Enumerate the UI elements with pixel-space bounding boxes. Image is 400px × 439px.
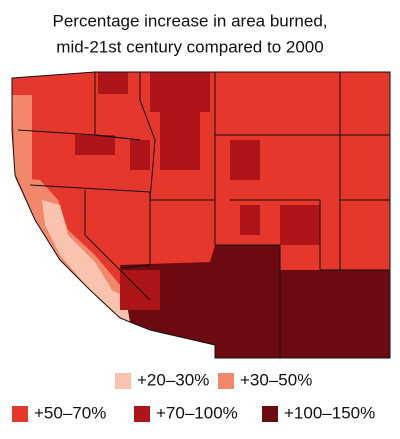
legend-label: +50–70% — [34, 403, 106, 422]
legend-swatch — [12, 406, 28, 422]
legend-swatch — [262, 406, 278, 422]
legend-swatch — [115, 373, 131, 389]
legend-swatch — [218, 373, 234, 389]
region — [12, 95, 32, 180]
region — [75, 72, 320, 310]
legend-label: +100–150% — [284, 403, 375, 422]
map — [11, 71, 391, 359]
legend-label: +70–100% — [156, 403, 238, 422]
region — [42, 200, 130, 322]
legend-label: +20–30% — [137, 370, 209, 389]
title-line: mid-21st century compared to 2000 — [56, 37, 323, 56]
legend-label: +30–50% — [240, 370, 312, 389]
region — [120, 245, 390, 358]
legend: +20–30% +30–50% +50–70% +70–100% +100–150% — [12, 370, 375, 422]
state-border — [11, 71, 391, 359]
legend-swatch — [134, 406, 150, 422]
title-line: Percentage increase in area burned, — [52, 11, 327, 30]
